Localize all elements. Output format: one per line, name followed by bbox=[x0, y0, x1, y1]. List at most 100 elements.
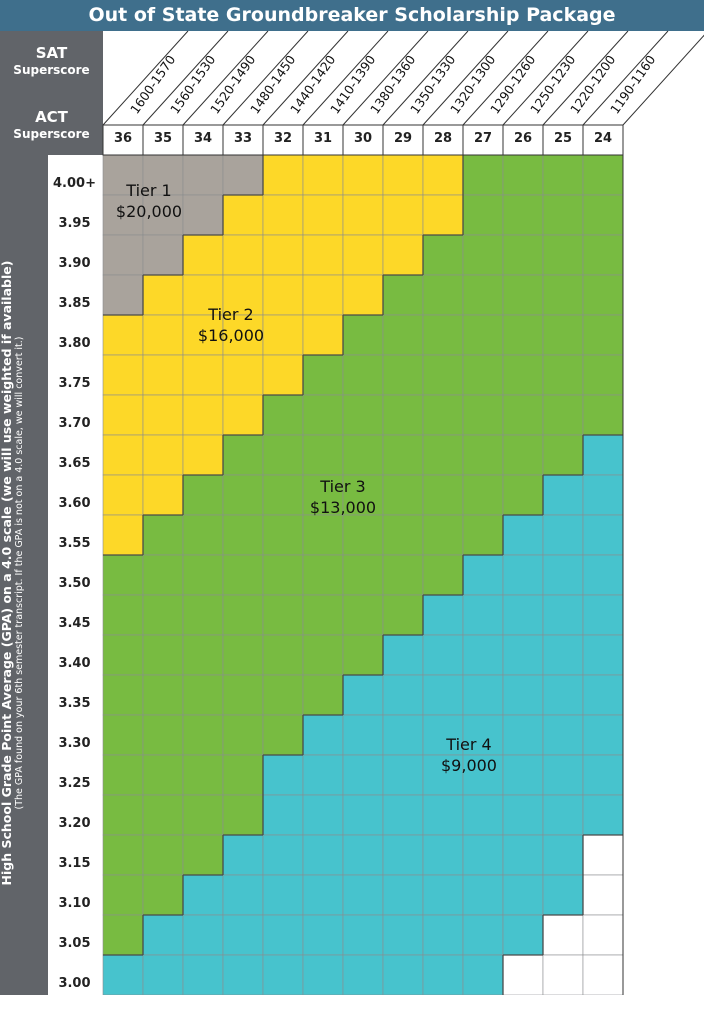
heatmap-cell bbox=[142, 594, 184, 636]
act-tick-label: 32 bbox=[273, 131, 293, 146]
heatmap-cell bbox=[262, 314, 304, 356]
heatmap-cell bbox=[462, 674, 504, 716]
heatmap-cell bbox=[582, 514, 624, 556]
gpa-tick-label: 3.30 bbox=[58, 736, 91, 751]
heatmap-cell bbox=[262, 874, 304, 916]
heatmap-cell bbox=[102, 754, 144, 796]
heatmap-cell bbox=[182, 274, 224, 316]
heatmap-cell bbox=[542, 554, 584, 596]
heatmap-cell bbox=[302, 554, 344, 596]
heatmap-cell bbox=[382, 954, 424, 995]
heatmap-cell bbox=[382, 674, 424, 716]
heatmap-cell bbox=[542, 194, 584, 236]
heatmap-cell bbox=[342, 194, 384, 236]
act-tick-label: 24 bbox=[593, 131, 613, 146]
sat-title: SAT bbox=[35, 44, 68, 62]
heatmap-cell bbox=[582, 754, 624, 796]
heatmap-cell bbox=[582, 394, 624, 436]
heatmap-cell bbox=[462, 194, 504, 236]
tier-award: $9,000 bbox=[441, 756, 497, 775]
heatmap-cell bbox=[582, 554, 624, 596]
tier-name: Tier 4 bbox=[446, 735, 492, 754]
sat-divider bbox=[542, 30, 629, 126]
heatmap-cell bbox=[182, 754, 224, 796]
heatmap-cell bbox=[262, 954, 304, 995]
tier-award: $13,000 bbox=[309, 498, 377, 517]
heatmap-cell bbox=[142, 794, 184, 836]
heatmap-cell bbox=[142, 554, 184, 596]
heatmap-cell bbox=[502, 514, 544, 556]
heatmap-cell bbox=[542, 674, 584, 716]
act-title: ACT bbox=[35, 108, 68, 126]
sat-divider bbox=[142, 30, 229, 126]
heatmap-cell bbox=[542, 834, 584, 876]
heatmap-cell bbox=[502, 674, 544, 716]
heatmap-cell bbox=[382, 234, 424, 276]
heatmap-cell bbox=[222, 354, 264, 396]
gpa-tick-label: 3.50 bbox=[58, 576, 91, 591]
gpa-tick-label: 3.95 bbox=[58, 216, 91, 231]
heatmap-cell bbox=[542, 514, 584, 556]
heatmap-cell bbox=[182, 874, 224, 916]
heatmap-cell bbox=[542, 794, 584, 836]
heatmap-cell bbox=[422, 554, 464, 596]
sat-divider bbox=[262, 30, 349, 126]
gpa-label-column bbox=[48, 155, 103, 995]
heatmap-cell bbox=[582, 354, 624, 396]
heatmap-cell bbox=[142, 914, 184, 956]
heatmap-cell bbox=[262, 234, 304, 276]
heatmap-cell bbox=[302, 714, 344, 756]
heatmap-cell bbox=[262, 514, 304, 556]
heatmap-cell bbox=[182, 834, 224, 876]
heatmap-cell bbox=[222, 514, 264, 556]
heatmap-cell bbox=[222, 834, 264, 876]
heatmap-cell bbox=[302, 434, 344, 476]
heatmap-cell bbox=[462, 154, 504, 196]
heatmap-cell bbox=[462, 594, 504, 636]
tier-label: Tier 3 $13,000 bbox=[273, 476, 413, 518]
heatmap-cell bbox=[422, 594, 464, 636]
heatmap-cell bbox=[542, 914, 584, 956]
heatmap-cell bbox=[422, 634, 464, 676]
heatmap-cell bbox=[542, 754, 584, 796]
gpa-tick-label: 3.10 bbox=[58, 896, 91, 911]
heatmap-cell bbox=[102, 234, 144, 276]
act-tick-label: 33 bbox=[233, 131, 253, 146]
heatmap-cell bbox=[222, 554, 264, 596]
heatmap-cell bbox=[462, 274, 504, 316]
heatmap-cell bbox=[422, 474, 464, 516]
heatmap-cell bbox=[422, 514, 464, 556]
heatmap-cell bbox=[422, 794, 464, 836]
heatmap-cell bbox=[342, 274, 384, 316]
heatmap-cell bbox=[222, 634, 264, 676]
heatmap-cell bbox=[342, 434, 384, 476]
sat-divider bbox=[342, 30, 429, 126]
sat-divider bbox=[382, 30, 469, 126]
heatmap-cell bbox=[262, 754, 304, 796]
heatmap-cell bbox=[262, 434, 304, 476]
heatmap-cell bbox=[302, 394, 344, 436]
heatmap-cell bbox=[502, 154, 544, 196]
heatmap-cell bbox=[142, 754, 184, 796]
heatmap-cell bbox=[462, 394, 504, 436]
heatmap-cell bbox=[102, 634, 144, 676]
heatmap-cell bbox=[502, 914, 544, 956]
heatmap-cell bbox=[422, 954, 464, 995]
heatmap-cell bbox=[582, 474, 624, 516]
heatmap-cell bbox=[182, 354, 224, 396]
tier-label: Tier 2 $16,000 bbox=[161, 304, 301, 346]
heatmap-cell bbox=[542, 474, 584, 516]
heatmap-cell bbox=[342, 914, 384, 956]
heatmap-cell bbox=[142, 434, 184, 476]
heatmap-cell bbox=[182, 634, 224, 676]
heatmap-cell bbox=[222, 714, 264, 756]
page-title: Out of State Groundbreaker Scholarship P… bbox=[0, 0, 704, 31]
heatmap-cell bbox=[222, 234, 264, 276]
heatmap-cell bbox=[542, 354, 584, 396]
sat-divider bbox=[222, 30, 309, 126]
heatmap-cell bbox=[542, 954, 584, 995]
heatmap-cell bbox=[262, 714, 304, 756]
heatmap-cell bbox=[262, 274, 304, 316]
heatmap-cell bbox=[142, 154, 184, 196]
